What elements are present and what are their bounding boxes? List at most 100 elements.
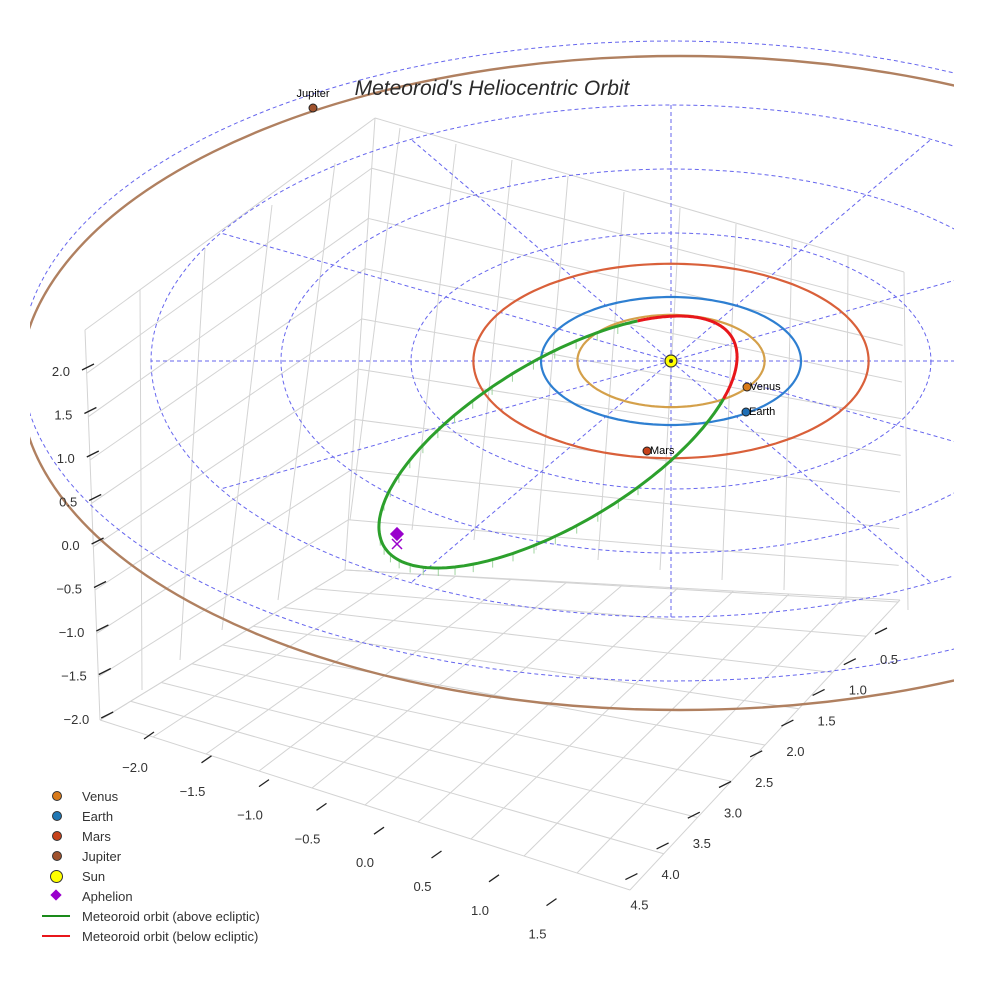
legend-label: Meteoroid orbit (above ecliptic) (82, 908, 260, 924)
pane-line (659, 207, 681, 571)
y-tick (625, 873, 638, 881)
meteoroid-orbit-above (377, 319, 725, 570)
pane-line (98, 519, 349, 678)
legend-swatch (40, 826, 74, 846)
pane-line (783, 239, 793, 591)
legend-label: Aphelion (82, 888, 133, 904)
ecliptic-spoke (220, 360, 672, 490)
axes-pane-grid (84, 117, 909, 891)
pane-line (371, 167, 904, 310)
legend-marker-icon (52, 811, 62, 821)
y-tick (781, 719, 794, 727)
pane-line (721, 223, 737, 581)
y-tick (749, 750, 763, 758)
markers: Venus Earth Mars Jupiter (296, 88, 781, 550)
z-tick-label: −2.0 (64, 712, 90, 727)
z-tick-label: 0.0 (62, 538, 80, 553)
mars-marker (642, 446, 652, 456)
meteoroid-orbit-below (637, 314, 739, 400)
legend-label: Sun (82, 868, 106, 884)
z-tick (81, 363, 95, 371)
pane-line (411, 143, 457, 531)
legend-label: Jupiter (82, 848, 122, 864)
venus-orbit (576, 313, 766, 409)
ecliptic-spoke (410, 138, 672, 362)
z-tick-label: −0.5 (56, 582, 82, 597)
z-tick-label: 1.5 (54, 408, 72, 423)
legend-swatch (40, 866, 74, 886)
y-tick (718, 780, 732, 789)
pane-line (348, 519, 899, 566)
mars-label: Mars (650, 445, 675, 457)
pane-line (93, 368, 359, 548)
ecliptic-ring (280, 168, 954, 554)
pane-line (364, 268, 903, 383)
z-tick (100, 711, 114, 719)
x-tick (201, 755, 212, 764)
pane-line (277, 162, 336, 601)
jupiter-label: Jupiter (296, 88, 329, 100)
meteoroid-orbit (377, 314, 739, 576)
x-tick (431, 850, 442, 859)
planet-orbits (30, 54, 954, 712)
legend-label: Mars (82, 828, 111, 844)
legend-marker-icon (52, 791, 62, 801)
legend-item: Mars (40, 826, 260, 846)
y-tick (874, 627, 888, 635)
pane-line (344, 117, 376, 571)
ecliptic-spoke (410, 360, 672, 584)
x-tick (143, 731, 155, 740)
z-tick (88, 493, 102, 502)
axis-ticks: 2.0 1.5 1.0 0.5 0.0 −0.5 −1.0 −1.5 −2.0 −2.0 −1.5 −… (52, 363, 898, 942)
y-tick-label: 1.5 (818, 713, 836, 728)
z-tick (96, 624, 109, 632)
ecliptic-spoke (220, 232, 672, 362)
venus-label: Venus (750, 381, 781, 393)
x-tick (546, 898, 557, 907)
pane-line (89, 268, 366, 461)
z-tick (91, 537, 104, 545)
aphelion-projection-marker (391, 538, 403, 550)
x-tick-label: 1.0 (471, 903, 489, 918)
pane-line (845, 255, 849, 601)
legend-item: Sun (40, 866, 260, 886)
y-tick-label: 2.0 (786, 744, 804, 759)
legend-swatch (40, 846, 74, 866)
z-tick (98, 667, 112, 676)
pane-line (221, 204, 273, 631)
mars-orbit (472, 262, 870, 460)
legend-label: Earth (82, 808, 114, 824)
legend-item: Meteoroid orbit (below ecliptic) (40, 926, 260, 946)
legend-swatch (40, 886, 74, 906)
y-tick-label: 3.0 (724, 806, 742, 821)
y-tick-label: 0.5 (880, 652, 898, 667)
pane-line (84, 117, 376, 331)
z-tick (86, 450, 100, 458)
z-tick-label: −1.5 (61, 669, 87, 684)
x-tick (258, 779, 270, 788)
legend-marker-icon (52, 831, 62, 841)
earth-marker (741, 407, 751, 417)
z-tick (84, 406, 97, 415)
y-tick (687, 811, 701, 819)
y-tick-label: 4.0 (662, 867, 680, 882)
x-tick-label: 0.0 (356, 855, 374, 870)
pane-line (473, 159, 513, 541)
x-tick-label: 1.5 (528, 927, 546, 942)
pane-line (351, 469, 900, 530)
venus-marker (742, 382, 752, 392)
legend-item: Earth (40, 806, 260, 826)
pane-line (349, 127, 401, 521)
x-tick (316, 802, 327, 811)
earth-label: Earth (749, 406, 775, 418)
pane-line (535, 175, 569, 551)
sun-core (669, 359, 673, 363)
legend-swatch (40, 906, 74, 926)
y-tick-label: 2.5 (755, 775, 773, 790)
ecliptic-spoke (670, 280, 954, 362)
pane-line (374, 117, 905, 273)
legend-item: Meteoroid orbit (above ecliptic) (40, 906, 260, 926)
x-tick-label: 0.5 (413, 879, 431, 894)
legend-swatch (40, 806, 74, 826)
legend-swatch (40, 786, 74, 806)
